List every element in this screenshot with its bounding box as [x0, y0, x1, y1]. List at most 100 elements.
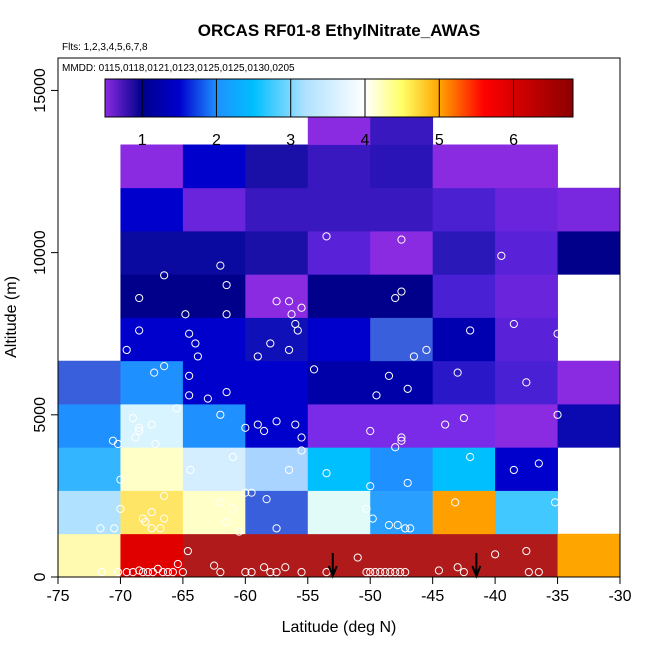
data-point-131 [553, 329, 562, 338]
x-tick-label-3: -60 [234, 588, 257, 605]
chart-title: ORCAS RF01-8 EthylNitrate_AWAS [198, 21, 480, 40]
data-point-115 [287, 310, 296, 319]
heatmap-cell-62 [432, 231, 496, 275]
data-point-91 [203, 394, 212, 403]
heatmap-cell-9 [58, 490, 121, 535]
data-point-108 [160, 362, 169, 371]
heatmap-cell-45 [245, 317, 309, 362]
heatmap-cell-24 [495, 447, 558, 491]
data-point-63 [247, 488, 256, 497]
heatmap-cell-33 [557, 404, 621, 448]
data-point-135 [135, 293, 144, 303]
data-point-81 [366, 482, 375, 491]
heatmap-cell-73 [120, 144, 184, 189]
x-tick-label-5: -50 [359, 588, 382, 605]
heatmap-cell-11 [182, 490, 246, 535]
data-point-57 [116, 504, 125, 513]
data-point-66 [451, 498, 460, 507]
heatmap-cell-78 [432, 144, 496, 189]
data-point-84 [466, 452, 475, 462]
data-point-101 [372, 391, 381, 400]
y-tick-label-2: 10000 [32, 230, 49, 275]
heatmap-cell-4 [307, 533, 371, 578]
heatmap-cell-31 [432, 404, 496, 448]
data-point-35 [434, 566, 444, 575]
data-point-107 [150, 368, 159, 377]
heatmap-cell-40 [432, 360, 496, 405]
data-point-19 [259, 563, 269, 572]
arrow-markers [327, 553, 482, 579]
data-point-89 [172, 404, 181, 413]
data-point-118 [409, 352, 419, 361]
heatmap-cell-35 [120, 360, 184, 405]
data-point-68 [186, 465, 195, 475]
heatmap-cell-1 [120, 533, 184, 578]
data-point-70 [116, 475, 125, 484]
heatmap-cell-32 [495, 404, 558, 448]
data-point-25 [353, 553, 362, 562]
data-point-85 [509, 465, 518, 475]
heatmap-cell-66 [182, 187, 246, 232]
heatmap-cell-21 [307, 447, 371, 491]
data-point-119 [422, 345, 431, 355]
data-point-109 [185, 371, 194, 380]
data-point-79 [322, 469, 331, 478]
heatmap-cell-60 [307, 231, 371, 275]
data-point-53 [401, 524, 410, 533]
heatmap-cell-69 [370, 187, 434, 232]
heatmap-cell-27 [182, 404, 246, 448]
colorbar-tick-label-2: 3 [286, 132, 295, 149]
data-point-1 [113, 568, 123, 577]
heatmap-cell-75 [245, 144, 309, 189]
data-point-100 [366, 426, 375, 436]
x-tick-label-2: -65 [171, 588, 194, 605]
heatmap-cell-65 [120, 187, 184, 232]
data-point-105 [459, 413, 468, 423]
data-point-59 [138, 514, 148, 523]
heatmap-cell-46 [307, 317, 371, 362]
data-point-23 [297, 568, 306, 577]
colorbar-tick-label-4: 5 [435, 132, 444, 149]
data-point-104 [441, 420, 450, 429]
heatmap-cell-8 [557, 533, 621, 578]
data-point-4 [135, 566, 144, 575]
heatmap-cell-43 [120, 317, 184, 362]
heatmap-cell-36 [182, 360, 246, 405]
heatmap-cell-0 [58, 533, 121, 578]
data-points [96, 232, 587, 577]
x-axis-label: Latitude (deg N) [282, 619, 397, 636]
data-point-125 [191, 339, 200, 348]
data-point-144 [397, 235, 406, 244]
y-tick-label-1: 5000 [32, 397, 49, 433]
data-point-116 [309, 365, 319, 374]
data-point-138 [272, 297, 281, 306]
heatmap-cell-74 [182, 144, 246, 189]
data-point-124 [185, 329, 194, 338]
colorbar-tick-label-3: 4 [361, 132, 370, 149]
data-point-27 [366, 568, 375, 577]
x-tick-label-9: -30 [608, 588, 631, 605]
data-point-128 [391, 293, 400, 303]
data-point-76 [147, 420, 156, 429]
data-point-69 [160, 491, 169, 501]
data-point-46 [156, 524, 165, 533]
data-point-37 [459, 568, 468, 577]
data-point-15 [210, 561, 219, 570]
data-point-32 [391, 568, 400, 577]
x-tick-label-6: -45 [421, 588, 444, 605]
data-point-73 [131, 433, 140, 442]
arrow-marker-1 [471, 553, 482, 579]
heatmap-cell-48 [432, 317, 496, 362]
colorbar-tick-label-0: 1 [138, 132, 147, 149]
heatmap-cell-19 [182, 447, 246, 491]
y-tick-label-3: 15000 [32, 68, 49, 113]
data-point-110 [193, 352, 202, 361]
data-point-141 [160, 271, 169, 280]
heatmap-cell-61 [370, 231, 434, 275]
data-point-77 [228, 452, 237, 462]
y-axis: 0 5000 10000 15000 [32, 68, 59, 581]
data-point-139 [284, 297, 294, 306]
heatmap-cell-22 [370, 447, 434, 491]
data-point-24 [322, 568, 331, 577]
